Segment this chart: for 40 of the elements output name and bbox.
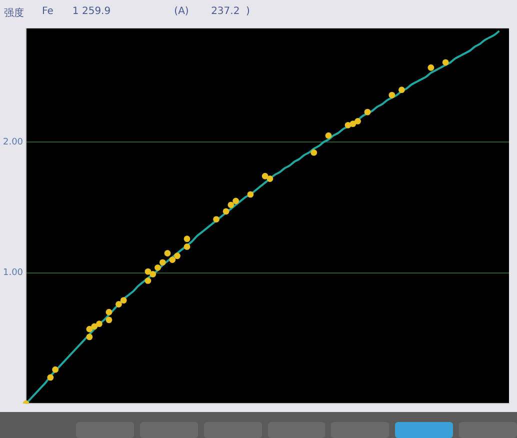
- point: [144, 278, 152, 284]
- y-tick-label: 2.00: [2, 137, 24, 148]
- point: [184, 244, 190, 250]
- point: [222, 208, 230, 215]
- point: [174, 252, 180, 260]
- point: [120, 297, 127, 304]
- chart-title: Fe 1 259.9 (A) 237.2 ): [42, 6, 250, 17]
- point: [169, 256, 176, 263]
- point: [388, 92, 396, 98]
- point: [364, 108, 371, 116]
- point: [52, 366, 59, 373]
- point: [116, 301, 122, 308]
- point: [247, 191, 254, 198]
- point: [154, 264, 161, 271]
- point: [86, 334, 93, 340]
- point: [350, 120, 356, 128]
- point: [262, 172, 268, 180]
- point: [398, 86, 405, 94]
- point: [47, 374, 54, 381]
- point: [442, 59, 449, 66]
- point: [96, 320, 102, 328]
- point: [325, 132, 332, 139]
- point: [428, 64, 434, 71]
- y-tick-label: 1.00: [2, 268, 24, 278]
- point: [86, 326, 93, 332]
- point: [91, 323, 98, 330]
- point: [228, 202, 234, 208]
- point: [213, 216, 220, 222]
- point: [266, 176, 274, 182]
- point: [106, 308, 112, 316]
- point: [310, 149, 318, 156]
- point: [184, 236, 190, 242]
- point: [106, 316, 112, 324]
- point: [144, 268, 152, 275]
- y-axis-title: 强度: [4, 6, 24, 20]
- point: [164, 250, 171, 256]
- point: [150, 270, 156, 278]
- point: [232, 198, 240, 204]
- point: [159, 259, 166, 266]
- point: [354, 118, 361, 124]
